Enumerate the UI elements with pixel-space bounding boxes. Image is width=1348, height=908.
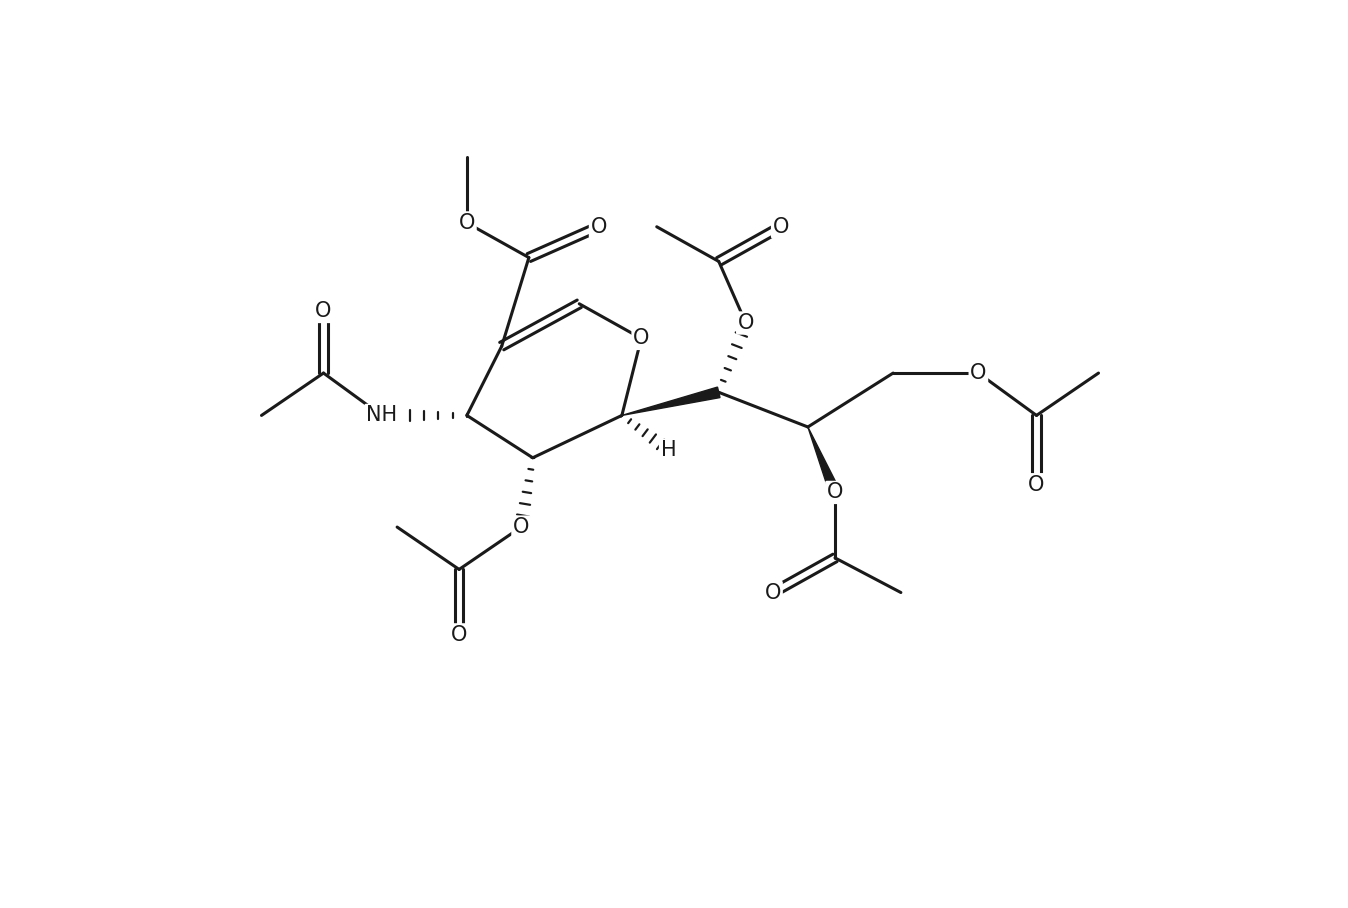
Polygon shape: [621, 387, 720, 416]
Text: O: O: [971, 363, 987, 383]
Text: O: O: [452, 625, 468, 645]
Text: O: O: [772, 217, 789, 237]
Text: O: O: [1029, 475, 1045, 495]
Text: O: O: [315, 301, 332, 321]
Text: O: O: [737, 313, 754, 333]
Text: O: O: [764, 583, 782, 603]
Text: O: O: [590, 217, 607, 237]
Text: H: H: [661, 440, 677, 460]
Text: O: O: [458, 212, 474, 233]
Text: NH: NH: [367, 405, 398, 426]
Polygon shape: [807, 427, 840, 495]
Text: O: O: [514, 517, 530, 537]
Text: O: O: [826, 482, 844, 502]
Text: O: O: [634, 329, 650, 349]
